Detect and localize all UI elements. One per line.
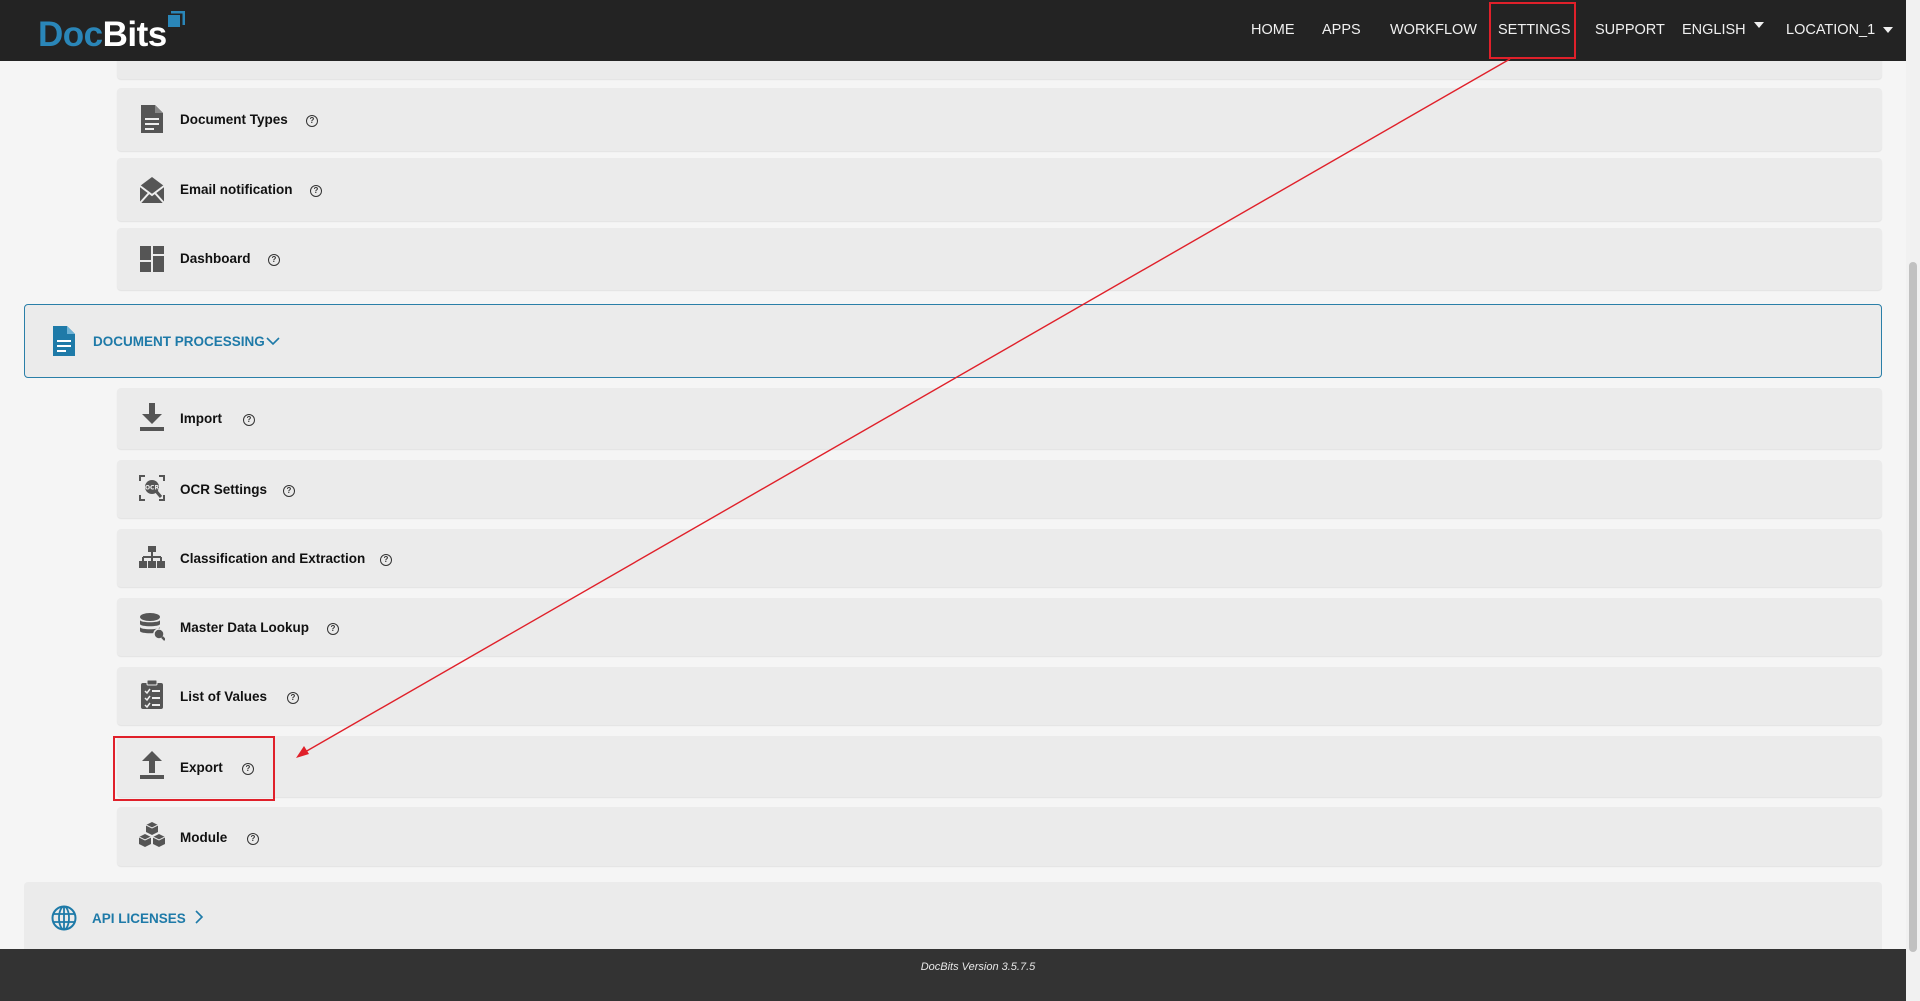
settings-item-label: Dashboard [180,251,251,266]
nav-apps[interactable]: APPS [1322,22,1361,38]
settings-item-label: Master Data Lookup [180,620,310,635]
settings-item-module[interactable]: Module ? [117,807,1882,866]
upload-icon [140,751,164,779]
settings-item-export[interactable]: Export ? [117,736,1882,797]
settings-item-label: Import [180,411,222,426]
logo-text: DocBits [38,15,167,54]
document-icon [53,326,75,356]
settings-item-label: OCR Settings [180,482,268,497]
settings-item-dashboard[interactable]: Dashboard ? [117,228,1882,290]
settings-item-email-notification[interactable]: Email notification ? [117,158,1882,221]
help-icon[interactable]: ? [380,554,392,566]
hierarchy-icon [139,546,165,568]
document-icon [141,105,163,133]
ocr-icon: OCR [139,475,165,501]
settings-item-label: Module [180,830,228,845]
settings-item-ocr-settings[interactable]: OCR OCR Settings ? [117,460,1882,518]
section-api-licenses[interactable]: API LICENSES [24,882,1882,949]
settings-item-label: List of Values [180,689,268,704]
help-icon[interactable]: ? [327,623,339,635]
settings-item-document-types[interactable]: Document Types ? [117,88,1882,151]
scrollbar[interactable] [1906,0,1920,1001]
section-title: API LICENSES [92,911,186,926]
help-icon[interactable]: ? [247,833,259,845]
scrollbar-thumb[interactable] [1909,262,1917,952]
section-title: DOCUMENT PROCESSING [93,334,265,349]
settings-item-import[interactable]: Import ? [117,388,1882,449]
nav-workflow[interactable]: WORKFLOW [1390,22,1477,38]
chevron-down-icon [1753,22,1764,28]
settings-item-label: Document Types [180,112,288,127]
help-icon[interactable]: ? [283,485,295,497]
settings-item-master-data-lookup[interactable]: Master Data Lookup ? [117,598,1882,656]
footer: DocBits Version 3.5.7.5 [0,949,1906,1001]
language-label: ENGLISH [1682,22,1746,38]
email-icon [139,177,165,204]
help-icon[interactable]: ? [310,185,322,197]
version-text: DocBits Version 3.5.7.5 [920,961,1036,973]
settings-item-label: Classification and Extraction [180,551,366,566]
section-document-processing[interactable]: DOCUMENT PROCESSING [24,304,1882,378]
help-icon[interactable]: ? [242,763,254,775]
svg-text:OCR: OCR [145,485,160,492]
dashboard-icon [140,246,164,272]
chevron-down-icon[interactable] [266,336,280,346]
language-dropdown[interactable]: ENGLISH [1682,0,1764,61]
settings-content: Document Types ? Email notification ? Da… [0,61,1906,949]
nav-settings[interactable]: SETTINGS [1498,22,1571,38]
cubes-icon [139,822,165,847]
location-dropdown[interactable]: LOCATION_1 [1786,0,1894,61]
chevron-down-icon [1883,27,1894,34]
download-icon [140,403,164,431]
list-item[interactable] [117,61,1882,79]
help-icon[interactable]: ? [243,414,255,426]
settings-item-classification-and-extraction[interactable]: Classification and Extraction ? [117,529,1882,587]
nav-support[interactable]: SUPPORT [1595,22,1665,38]
logo-mark-icon [168,11,185,27]
settings-item-label: Export [180,760,223,775]
partial-icon [139,61,165,73]
globe-icon [51,905,77,931]
location-label: LOCATION_1 [1786,22,1876,38]
settings-item-list-of-values[interactable]: List of Values ? [117,667,1882,725]
help-icon[interactable]: ? [268,254,280,266]
top-navbar: DocBits HOME APPS WORKFLOW SETTINGS SUPP… [0,0,1906,61]
chevron-right-icon[interactable] [194,910,204,924]
help-icon[interactable]: ? [306,115,318,127]
help-icon[interactable]: ? [287,692,299,704]
checklist-icon [141,680,163,709]
docbits-logo[interactable]: DocBits [38,10,188,54]
database-icon [140,613,165,641]
settings-item-label: Email notification [180,182,293,197]
nav-home[interactable]: HOME [1251,22,1295,38]
